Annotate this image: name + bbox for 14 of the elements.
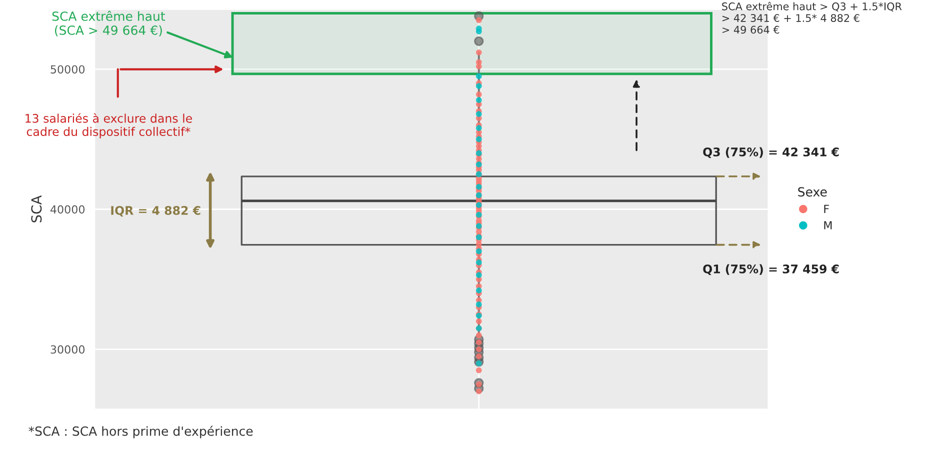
y-tick-label: 30000 <box>50 345 85 354</box>
text: *SCA : SCA hors prime d'expérience <box>28 426 253 438</box>
legend-label: F <box>824 204 829 213</box>
legend-label: M <box>824 221 832 230</box>
annotation: IQR = 4 882 € <box>111 206 200 216</box>
annotation: Q1 (75%) = 37 459 € <box>703 264 839 275</box>
y-axis-title: SCA <box>31 195 42 222</box>
annotation: SCA extrême haut > Q3 + 1.5*IQR > 42 341 € + 1.5* 4 882 € > 49 664 € <box>722 2 902 34</box>
y-tick-label: 40000 <box>50 205 85 214</box>
band-label: SCA extrême haut (SCA > 49 664 €) <box>52 10 166 36</box>
y-tick-label: 50000 <box>50 65 85 74</box>
legend-title: Sexe <box>798 187 827 197</box>
annotation: 13 salariés à exclure dans le cadre du dispositif collectif* <box>26 113 192 138</box>
annotation: Q3 (75%) = 42 341 € <box>703 147 839 158</box>
